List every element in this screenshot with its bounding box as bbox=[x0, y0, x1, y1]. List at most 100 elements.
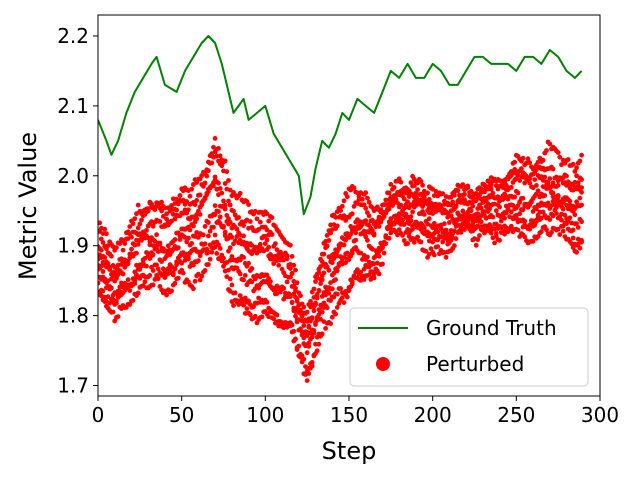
perturbed-point bbox=[567, 215, 573, 221]
perturbed-point bbox=[139, 238, 144, 243]
perturbed-point bbox=[202, 241, 208, 247]
perturbed-point bbox=[391, 185, 397, 190]
perturbed-point bbox=[137, 221, 143, 227]
perturbed-point bbox=[313, 322, 318, 327]
perturbed-point bbox=[349, 279, 355, 284]
perturbed-point bbox=[477, 185, 482, 191]
perturbed-point bbox=[343, 237, 349, 243]
perturbed-point bbox=[448, 228, 454, 233]
perturbed-point bbox=[288, 266, 293, 271]
perturbed-point bbox=[229, 234, 235, 240]
perturbed-point bbox=[326, 228, 332, 234]
perturbed-point bbox=[212, 203, 218, 209]
perturbed-point bbox=[360, 257, 365, 262]
perturbed-point bbox=[237, 257, 243, 263]
perturbed-point bbox=[159, 208, 165, 214]
perturbed-point bbox=[346, 257, 352, 262]
perturbed-point bbox=[408, 180, 414, 186]
perturbed-point bbox=[100, 288, 106, 294]
perturbed-point bbox=[339, 295, 345, 301]
perturbed-point bbox=[557, 154, 563, 160]
perturbed-point bbox=[468, 189, 474, 194]
perturbed-point bbox=[473, 242, 479, 248]
perturbed-point bbox=[197, 212, 203, 217]
perturbed-point bbox=[294, 280, 300, 286]
perturbed-point bbox=[363, 205, 369, 211]
perturbed-point bbox=[246, 260, 252, 266]
perturbed-point bbox=[370, 228, 375, 233]
perturbed-point bbox=[539, 229, 544, 235]
perturbed-point bbox=[186, 256, 191, 262]
perturbed-point bbox=[304, 329, 310, 335]
perturbed-point bbox=[453, 187, 459, 193]
perturbed-point bbox=[370, 217, 375, 223]
perturbed-point bbox=[328, 298, 333, 303]
perturbed-point bbox=[279, 286, 285, 292]
perturbed-point bbox=[269, 215, 275, 221]
perturbed-point bbox=[575, 225, 581, 230]
perturbed-point bbox=[515, 227, 521, 233]
perturbed-point bbox=[221, 255, 226, 261]
perturbed-point bbox=[527, 226, 533, 232]
perturbed-point bbox=[114, 245, 119, 251]
perturbed-point bbox=[353, 237, 359, 243]
perturbed-point bbox=[574, 221, 579, 227]
perturbed-point bbox=[172, 266, 178, 271]
perturbed-point bbox=[234, 226, 240, 232]
perturbed-point bbox=[353, 230, 359, 236]
perturbed-point bbox=[428, 200, 434, 206]
perturbed-point bbox=[410, 209, 415, 215]
perturbed-point bbox=[579, 219, 584, 225]
perturbed-point bbox=[435, 237, 441, 243]
perturbed-point bbox=[579, 152, 584, 158]
ground-truth-line-layer bbox=[98, 35, 583, 216]
perturbed-point bbox=[165, 243, 171, 249]
ground-truth-line bbox=[98, 35, 583, 216]
perturbed-point bbox=[152, 205, 158, 211]
perturbed-point bbox=[339, 203, 345, 209]
perturbed-point bbox=[222, 181, 228, 186]
perturbed-point bbox=[574, 165, 579, 171]
perturbed-point bbox=[344, 194, 350, 200]
perturbed-point bbox=[356, 276, 362, 282]
perturbed-point bbox=[341, 255, 347, 260]
perturbed-point bbox=[371, 255, 377, 261]
perturbed-point bbox=[366, 199, 372, 205]
perturbed-point bbox=[344, 231, 350, 236]
perturbed-point bbox=[254, 216, 260, 222]
perturbed-point bbox=[226, 267, 231, 273]
perturbed-point bbox=[311, 286, 317, 292]
legend-ground-truth-label: Ground Truth bbox=[426, 316, 557, 340]
perturbed-point bbox=[522, 171, 528, 177]
perturbed-point bbox=[319, 277, 325, 283]
perturbed-point bbox=[216, 180, 221, 186]
perturbed-point bbox=[112, 265, 118, 270]
perturbed-point bbox=[490, 214, 496, 220]
perturbed-point bbox=[333, 277, 338, 282]
perturbed-point bbox=[386, 206, 392, 212]
y-tick-label: 2.1 bbox=[57, 94, 89, 118]
perturbed-point bbox=[465, 183, 471, 189]
perturbed-point bbox=[450, 216, 456, 222]
perturbed-point bbox=[539, 191, 544, 197]
perturbed-point bbox=[555, 150, 561, 156]
perturbed-point bbox=[159, 199, 165, 205]
perturbed-point bbox=[539, 200, 544, 206]
perturbed-point bbox=[398, 222, 404, 227]
perturbed-point bbox=[453, 203, 459, 209]
perturbed-point bbox=[227, 276, 233, 282]
perturbed-point bbox=[237, 237, 243, 243]
perturbed-point bbox=[557, 199, 563, 205]
perturbed-point bbox=[562, 195, 568, 201]
perturbed-point bbox=[204, 192, 210, 198]
perturbed-point bbox=[189, 241, 195, 246]
perturbed-point bbox=[165, 219, 171, 225]
perturbed-point bbox=[102, 255, 108, 260]
perturbed-point bbox=[304, 309, 310, 315]
perturbed-point bbox=[274, 312, 280, 318]
perturbed-point bbox=[266, 218, 272, 224]
perturbed-point bbox=[130, 221, 136, 227]
perturbed-point bbox=[324, 233, 330, 238]
perturbed-point bbox=[227, 202, 233, 208]
x-tick-label: 250 bbox=[497, 403, 535, 427]
